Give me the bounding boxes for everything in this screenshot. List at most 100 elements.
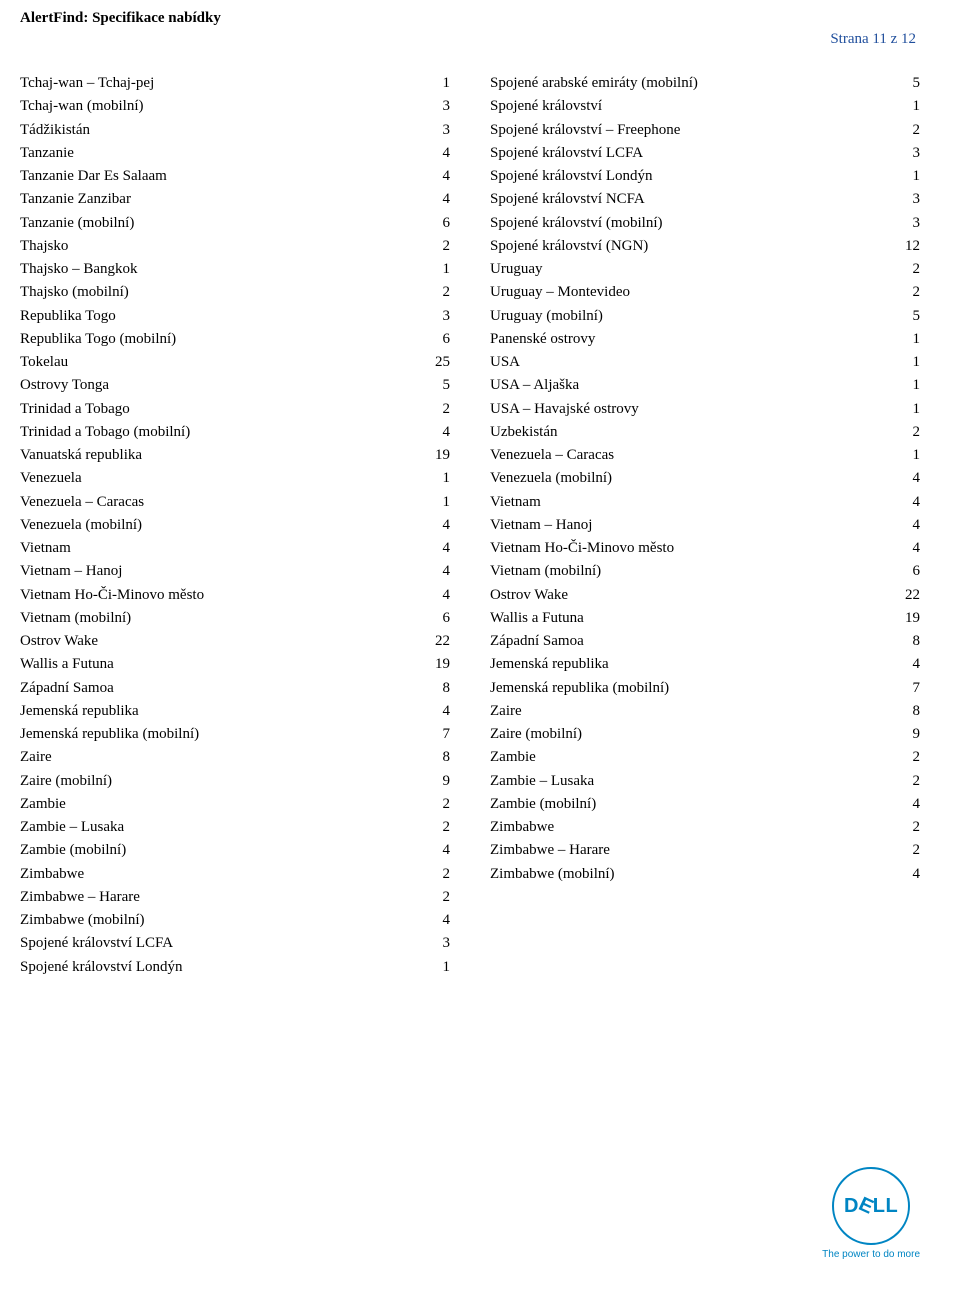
- row-name: Republika Togo (mobilní): [20, 328, 176, 351]
- row-name: Ostrov Wake: [490, 584, 568, 607]
- row-name: Tanzanie Zanzibar: [20, 188, 131, 211]
- row-value: 3: [890, 212, 920, 235]
- table-row: Jemenská republika (mobilní)7: [490, 677, 920, 700]
- row-value: 19: [420, 444, 450, 467]
- row-name: Uruguay: [490, 258, 543, 281]
- row-name: Panenské ostrovy: [490, 328, 595, 351]
- row-value: 2: [890, 770, 920, 793]
- row-value: 8: [420, 746, 450, 769]
- row-value: 4: [420, 560, 450, 583]
- table-row: USA – Aljaška 1: [490, 374, 920, 397]
- table-row: Uruguay – Montevideo2: [490, 281, 920, 304]
- table-columns: Tchaj-wan – Tchaj-pej1Tchaj-wan (mobilní…: [20, 72, 920, 979]
- row-value: 4: [420, 909, 450, 932]
- row-name: Tchaj-wan – Tchaj-pej: [20, 72, 154, 95]
- table-row: Jemenská republika (mobilní)7: [20, 723, 450, 746]
- row-value: 2: [420, 793, 450, 816]
- row-value: 1: [890, 351, 920, 374]
- table-row: Spojené arabské emiráty (mobilní)5: [490, 72, 920, 95]
- row-value: 6: [890, 560, 920, 583]
- table-row: Tanzanie4: [20, 142, 450, 165]
- row-name: Spojené království – Freephone: [490, 119, 680, 142]
- row-name: Trinidad a Tobago (mobilní): [20, 421, 190, 444]
- row-value: 8: [420, 677, 450, 700]
- row-name: Vietnam Ho-Či-Minovo město: [490, 537, 674, 560]
- row-value: 2: [890, 281, 920, 304]
- table-row: Vietnam Ho-Či-Minovo město 4: [490, 537, 920, 560]
- row-name: Zimbabwe (mobilní): [20, 909, 145, 932]
- row-name: Wallis a Futuna: [20, 653, 114, 676]
- row-value: 6: [420, 328, 450, 351]
- row-name: Spojené království LCFA: [490, 142, 643, 165]
- row-value: 6: [420, 212, 450, 235]
- row-value: 2: [420, 235, 450, 258]
- row-name: Jemenská republika: [490, 653, 609, 676]
- row-value: 3: [890, 188, 920, 211]
- row-name: Zambie: [490, 746, 536, 769]
- table-row: Venezuela – Caracas1: [490, 444, 920, 467]
- row-name: Spojené království LCFA: [20, 932, 173, 955]
- row-value: 22: [890, 584, 920, 607]
- row-name: Tanzanie Dar Es Salaam: [20, 165, 167, 188]
- row-name: Západní Samoa: [490, 630, 584, 653]
- row-name: Thajsko – Bangkok: [20, 258, 138, 281]
- table-row: Tanzanie (mobilní) 6: [20, 212, 450, 235]
- row-value: 4: [420, 514, 450, 537]
- row-name: Západní Samoa: [20, 677, 114, 700]
- row-value: 2: [890, 816, 920, 839]
- row-name: Zambie: [20, 793, 66, 816]
- table-row: Venezuela – Caracas1: [20, 491, 450, 514]
- table-row: Západní Samoa8: [490, 630, 920, 653]
- row-value: 6: [420, 607, 450, 630]
- row-value: 4: [420, 537, 450, 560]
- row-name: Republika Togo: [20, 305, 116, 328]
- row-name: Jemenská republika: [20, 700, 139, 723]
- row-name: Zambie (mobilní): [490, 793, 596, 816]
- row-value: 1: [890, 374, 920, 397]
- table-row: Wallis a Futuna19: [20, 653, 450, 676]
- left-column: Tchaj-wan – Tchaj-pej1Tchaj-wan (mobilní…: [20, 72, 450, 979]
- table-row: Republika Togo (mobilní) 6: [20, 328, 450, 351]
- row-name: Vietnam (mobilní): [20, 607, 131, 630]
- table-row: Zimbabwe – Harare2: [20, 886, 450, 909]
- row-name: Tanzanie (mobilní): [20, 212, 134, 235]
- table-row: Zambie (mobilní)4: [20, 839, 450, 862]
- row-value: 4: [890, 653, 920, 676]
- row-name: Spojené království Londýn: [490, 165, 652, 188]
- row-value: 1: [420, 491, 450, 514]
- table-row: Ostrov Wake 22: [490, 584, 920, 607]
- row-name: USA: [490, 351, 520, 374]
- row-name: Wallis a Futuna: [490, 607, 584, 630]
- row-value: 9: [420, 770, 450, 793]
- table-row: Zimbabwe (mobilní)4: [490, 863, 920, 886]
- row-value: 4: [890, 491, 920, 514]
- row-value: 4: [890, 537, 920, 560]
- table-row: Spojené království (NGN)12: [490, 235, 920, 258]
- row-name: Venezuela (mobilní): [490, 467, 612, 490]
- table-row: Tádžikistán3: [20, 119, 450, 142]
- table-row: Tokelau25: [20, 351, 450, 374]
- row-value: 2: [420, 886, 450, 909]
- table-row: Spojené království1: [490, 95, 920, 118]
- table-row: Spojené království (mobilní)3: [490, 212, 920, 235]
- row-value: 2: [890, 119, 920, 142]
- row-value: 4: [890, 863, 920, 886]
- table-row: Venezuela (mobilní) 4: [490, 467, 920, 490]
- row-value: 8: [890, 700, 920, 723]
- row-name: Spojené království Londýn: [20, 956, 182, 979]
- brand-logo-circle: DELL: [832, 1167, 910, 1245]
- table-row: Zaire8: [490, 700, 920, 723]
- row-value: 4: [890, 467, 920, 490]
- row-value: 2: [420, 281, 450, 304]
- table-row: Zimbabwe2: [20, 863, 450, 886]
- row-name: USA – Aljaška: [490, 374, 579, 397]
- row-value: 1: [890, 328, 920, 351]
- row-name: Zambie (mobilní): [20, 839, 126, 862]
- table-row: Wallis a Futuna19: [490, 607, 920, 630]
- row-name: Ostrov Wake: [20, 630, 98, 653]
- row-value: 2: [890, 421, 920, 444]
- table-row: USA – Havajské ostrovy1: [490, 398, 920, 421]
- row-name: Vietnam: [490, 491, 541, 514]
- row-name: Thajsko (mobilní): [20, 281, 129, 304]
- table-row: Spojené království NCFA3: [490, 188, 920, 211]
